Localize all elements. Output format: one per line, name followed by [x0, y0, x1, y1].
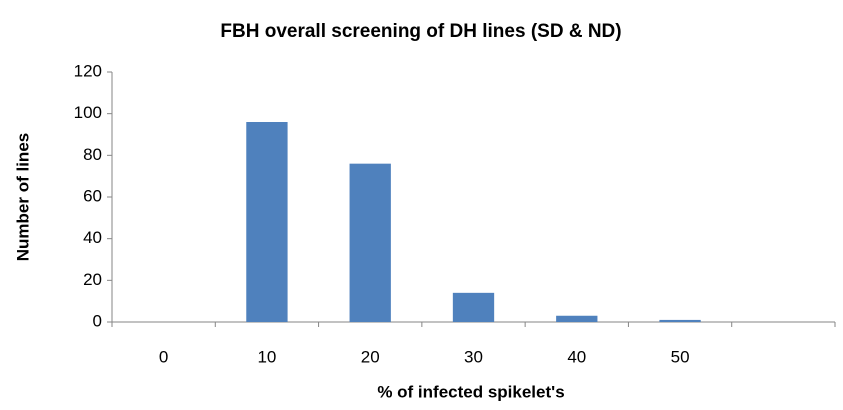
y-tick-label: 40 — [83, 228, 102, 247]
x-tick-label: 20 — [361, 347, 380, 366]
x-tick-label: 40 — [567, 347, 586, 366]
x-axis-label: % of infected spikelet's — [377, 382, 564, 401]
y-tick-label: 120 — [74, 61, 102, 80]
x-tick-label: 0 — [159, 347, 168, 366]
bar — [452, 292, 495, 322]
x-tick-label: 30 — [464, 347, 483, 366]
y-tick-label: 20 — [83, 270, 102, 289]
y-tick-label: 0 — [93, 311, 102, 330]
bar — [659, 319, 701, 322]
y-axis-label: Number of lines — [13, 133, 32, 261]
chart-title: FBH overall screening of DH lines (SD & … — [220, 21, 621, 42]
y-tick-label: 100 — [74, 103, 102, 122]
x-tick-label: 10 — [257, 347, 276, 366]
y-tick-label: 60 — [83, 186, 102, 205]
bar — [556, 315, 598, 322]
x-tick-label: 50 — [671, 347, 690, 366]
bar — [349, 163, 391, 322]
bar — [246, 122, 288, 322]
y-tick-label: 80 — [83, 145, 102, 164]
